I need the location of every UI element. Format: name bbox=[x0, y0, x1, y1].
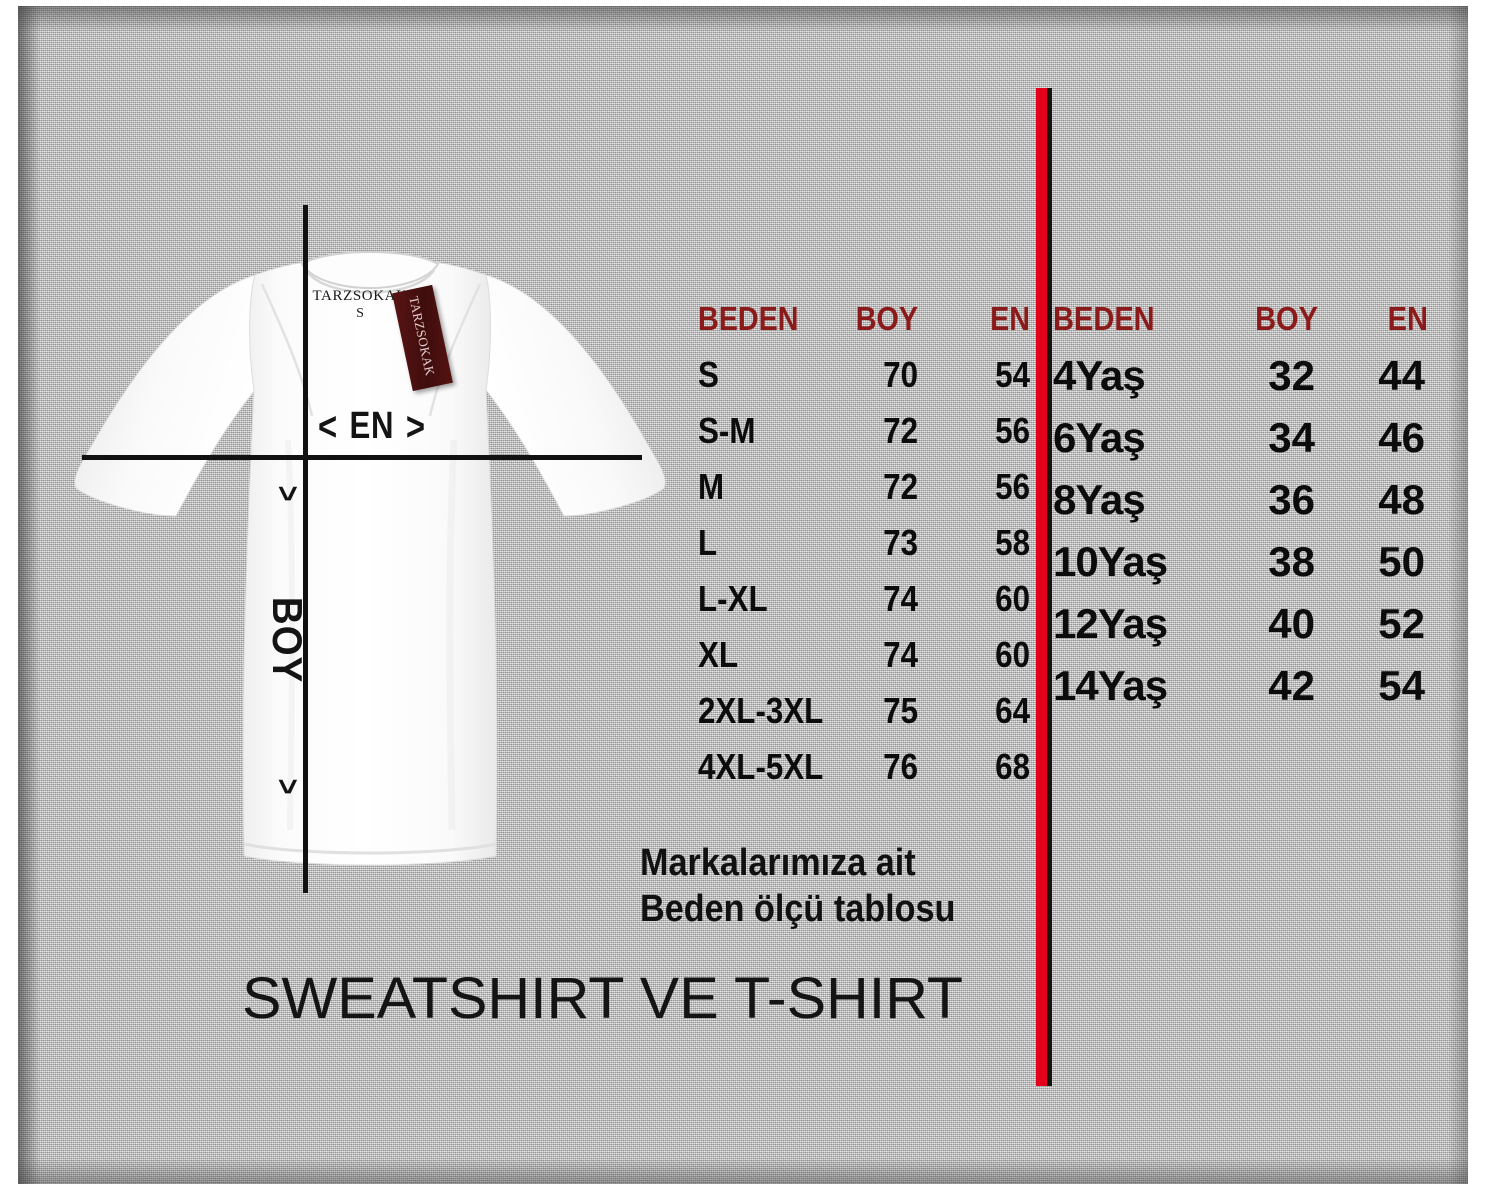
cell-boy: 76 bbox=[883, 746, 918, 787]
cell-en: 60 bbox=[995, 634, 1030, 675]
cell-beden: 12Yaş bbox=[1053, 600, 1168, 647]
cell-boy: 72 bbox=[883, 466, 918, 507]
table-row: 4Yaş 32 44 bbox=[1053, 352, 1428, 414]
arrow-right-icon: > bbox=[405, 404, 426, 449]
width-measure-label: < EN > bbox=[318, 405, 426, 448]
length-measure-label: > BOY > bbox=[232, 480, 342, 800]
cell-beden: 4XL-5XL bbox=[698, 746, 824, 787]
cell-boy: 74 bbox=[883, 634, 918, 675]
right-sleeve bbox=[485, 274, 666, 517]
table-row: 8Yaş 36 48 bbox=[1053, 476, 1428, 538]
tshirt-shape bbox=[74, 250, 666, 866]
cell-en: 50 bbox=[1378, 538, 1425, 585]
cell-boy: 42 bbox=[1268, 662, 1315, 709]
cell-boy: 70 bbox=[883, 354, 918, 395]
cell-beden: S bbox=[698, 354, 719, 395]
header-beden: BEDEN bbox=[698, 300, 799, 337]
table-row: M 72 56 bbox=[698, 466, 1043, 522]
cell-boy: 32 bbox=[1268, 352, 1315, 399]
table-row: XL 74 60 bbox=[698, 634, 1043, 690]
fold-right bbox=[446, 439, 458, 831]
cell-beden: XL bbox=[698, 634, 739, 675]
cell-en: 54 bbox=[1378, 662, 1425, 709]
caption-line-1: Markalarımıza ait bbox=[640, 842, 916, 884]
cell-boy: 74 bbox=[883, 578, 918, 619]
cell-beden: 10Yaş bbox=[1053, 538, 1168, 585]
table-row: 14Yaş 42 54 bbox=[1053, 662, 1428, 724]
header-beden: BEDEN bbox=[1053, 300, 1155, 337]
cell-en: 58 bbox=[995, 522, 1030, 563]
arrow-down-icon: > bbox=[268, 778, 307, 795]
poster-title: SWEATSHIRT VE T-SHIRT bbox=[242, 966, 964, 1031]
table-row: S-M 72 56 bbox=[698, 410, 1043, 466]
table-header-row: BEDEN BOY EN bbox=[1053, 300, 1428, 352]
cell-beden: 6Yaş bbox=[1053, 414, 1146, 461]
cell-beden: 8Yaş bbox=[1053, 476, 1146, 523]
cell-en: 68 bbox=[995, 746, 1030, 787]
cell-beden: S-M bbox=[698, 410, 756, 451]
cell-en: 56 bbox=[995, 466, 1030, 507]
cell-boy: 36 bbox=[1268, 476, 1315, 523]
hang-tag-brand: TARZSOKAK bbox=[406, 294, 438, 378]
kids-size-table: BEDEN BOY EN 4Yaş 32 44 6Yaş 34 46 8Yaş … bbox=[1053, 300, 1428, 724]
cell-beden: 4Yaş bbox=[1053, 352, 1146, 399]
table-row: 6Yaş 34 46 bbox=[1053, 414, 1428, 476]
cell-en: 44 bbox=[1378, 352, 1425, 399]
header-boy: BOY bbox=[855, 300, 918, 337]
cell-en: 48 bbox=[1378, 476, 1425, 523]
header-en: EN bbox=[990, 300, 1030, 337]
table-row: S 70 54 bbox=[698, 354, 1043, 410]
adult-size-table: BEDEN BOY EN S 70 54 S-M 72 56 M 72 56 L… bbox=[698, 300, 1043, 802]
cell-beden: L bbox=[698, 522, 718, 563]
table-row: 10Yaş 38 50 bbox=[1053, 538, 1428, 600]
cell-en: 64 bbox=[995, 690, 1030, 731]
cell-en: 46 bbox=[1378, 414, 1425, 461]
cell-boy: 38 bbox=[1268, 538, 1315, 585]
cell-boy: 73 bbox=[883, 522, 918, 563]
header-en: EN bbox=[1387, 300, 1428, 337]
cell-en: 56 bbox=[995, 410, 1030, 451]
chart-caption: Markalarımıza ait Beden ölçü tablosu bbox=[640, 840, 955, 933]
width-label-text: EN bbox=[349, 405, 395, 447]
cell-en: 54 bbox=[995, 354, 1030, 395]
table-row: L-XL 74 60 bbox=[698, 578, 1043, 634]
cell-boy: 72 bbox=[883, 410, 918, 451]
left-sleeve bbox=[74, 274, 256, 517]
table-header-row: BEDEN BOY EN bbox=[698, 300, 1043, 354]
table-row: L 73 58 bbox=[698, 522, 1043, 578]
cell-boy: 34 bbox=[1268, 414, 1315, 461]
table-row: 12Yaş 40 52 bbox=[1053, 600, 1428, 662]
cell-beden: 2XL-3XL bbox=[698, 690, 824, 731]
arrow-left-icon: < bbox=[318, 404, 338, 449]
cell-en: 52 bbox=[1378, 600, 1425, 647]
tshirt-illustration bbox=[50, 240, 690, 880]
length-label-text: BOY bbox=[263, 596, 311, 684]
arrow-up-icon: > bbox=[268, 485, 307, 502]
cell-boy: 40 bbox=[1268, 600, 1315, 647]
cell-beden: M bbox=[698, 466, 725, 507]
width-guide-line bbox=[82, 455, 642, 460]
caption-line-2: Beden ölçü tablosu bbox=[640, 888, 956, 931]
cell-beden: L-XL bbox=[698, 578, 768, 619]
cell-boy: 75 bbox=[883, 690, 918, 731]
cell-beden: 14Yaş bbox=[1053, 662, 1168, 709]
table-row: 4XL-5XL 76 68 bbox=[698, 746, 1043, 802]
cell-en: 60 bbox=[995, 578, 1030, 619]
table-row: 2XL-3XL 75 64 bbox=[698, 690, 1043, 746]
header-boy: BOY bbox=[1255, 300, 1318, 337]
